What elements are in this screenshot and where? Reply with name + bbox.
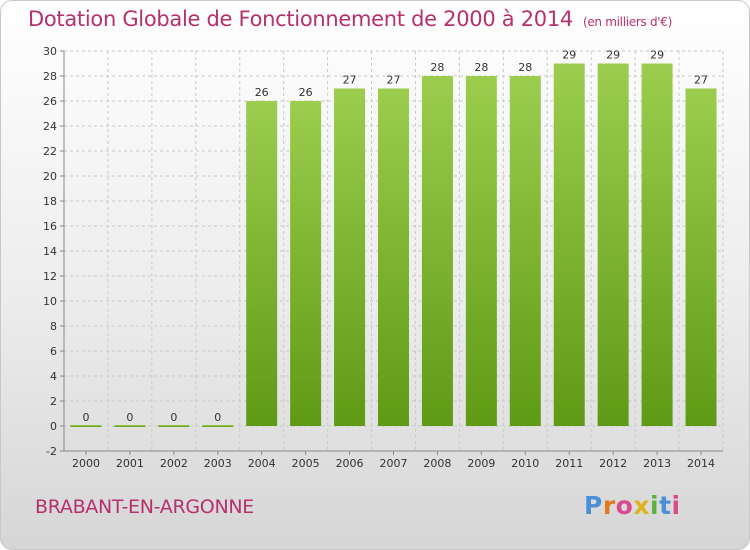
bar — [246, 101, 278, 426]
bar — [158, 425, 190, 427]
data-label: 29 — [606, 49, 620, 62]
bar — [334, 88, 366, 426]
axes — [60, 50, 723, 455]
y-tick-label: -2 — [46, 445, 57, 458]
x-tick-label: 2002 — [160, 457, 188, 470]
y-tick-label: 16 — [43, 220, 57, 233]
logo-letter: o — [615, 491, 634, 520]
bar — [685, 88, 717, 426]
data-label: 29 — [562, 49, 576, 62]
data-label: 27 — [694, 74, 708, 87]
y-tick-label: 28 — [43, 70, 57, 83]
x-tick-label: 2001 — [116, 457, 144, 470]
bar — [553, 63, 585, 426]
bar — [114, 425, 146, 427]
logo-letter: i — [650, 491, 660, 520]
x-tick-label: 2010 — [511, 457, 539, 470]
y-tick-label: 18 — [43, 195, 57, 208]
x-tick-label: 2009 — [467, 457, 495, 470]
data-label: 26 — [299, 86, 313, 99]
logo-letter: x — [633, 491, 650, 520]
bar — [641, 63, 673, 426]
logo-letter: P — [584, 491, 603, 520]
data-label: 0 — [126, 411, 133, 424]
x-tick-label: 2011 — [555, 457, 583, 470]
y-tick-label: 26 — [43, 95, 57, 108]
labels: -202468101214161820222426283002000020010… — [43, 45, 715, 470]
y-tick-label: 4 — [50, 370, 57, 383]
bar — [70, 425, 102, 427]
y-tick-label: 24 — [43, 120, 57, 133]
commune-name: BRABANT-EN-ARGONNE — [35, 496, 254, 518]
data-label: 28 — [430, 61, 444, 74]
bar — [465, 76, 497, 426]
y-tick-label: 0 — [50, 420, 57, 433]
y-tick-label: 10 — [43, 295, 57, 308]
data-label: 28 — [518, 61, 532, 74]
logo-letter: r — [602, 491, 616, 520]
x-tick-label: 2013 — [643, 457, 671, 470]
y-tick-label: 30 — [43, 45, 57, 58]
y-tick-label: 12 — [43, 270, 57, 283]
data-label: 28 — [474, 61, 488, 74]
y-tick-label: 6 — [50, 345, 57, 358]
bar — [509, 76, 541, 426]
y-tick-label: 22 — [43, 145, 57, 158]
data-label: 29 — [650, 49, 664, 62]
x-tick-label: 2008 — [423, 457, 451, 470]
title-text: Dotation Globale de Fonctionnement de 20… — [28, 7, 573, 31]
y-tick-label: 14 — [43, 245, 57, 258]
proxiti-logo: Proxiti — [584, 491, 681, 520]
y-tick-label: 20 — [43, 170, 57, 183]
data-label: 0 — [170, 411, 177, 424]
logo-letter: t — [659, 491, 672, 520]
chart-title: Dotation Globale de Fonctionnement de 20… — [28, 7, 672, 31]
bar — [202, 425, 234, 427]
x-tick-label: 2012 — [599, 457, 627, 470]
x-tick-label: 2004 — [248, 457, 276, 470]
data-label: 26 — [255, 86, 269, 99]
x-tick-label: 2005 — [292, 457, 320, 470]
x-tick-label: 2014 — [687, 457, 715, 470]
y-tick-label: 8 — [50, 320, 57, 333]
data-label: 27 — [387, 74, 401, 87]
data-label: 0 — [214, 411, 221, 424]
bar — [378, 88, 409, 426]
x-tick-label: 2007 — [380, 457, 408, 470]
bar — [290, 101, 322, 426]
bar — [597, 63, 629, 426]
x-tick-label: 2003 — [204, 457, 232, 470]
x-tick-label: 2006 — [336, 457, 364, 470]
unit-label: (en milliers d'€) — [582, 15, 672, 29]
bars — [70, 63, 717, 427]
data-label: 0 — [82, 411, 89, 424]
y-tick-label: 2 — [50, 395, 57, 408]
bar — [421, 76, 453, 426]
data-label: 27 — [343, 74, 357, 87]
logo-letter: i — [671, 491, 681, 520]
x-tick-label: 2000 — [72, 457, 100, 470]
